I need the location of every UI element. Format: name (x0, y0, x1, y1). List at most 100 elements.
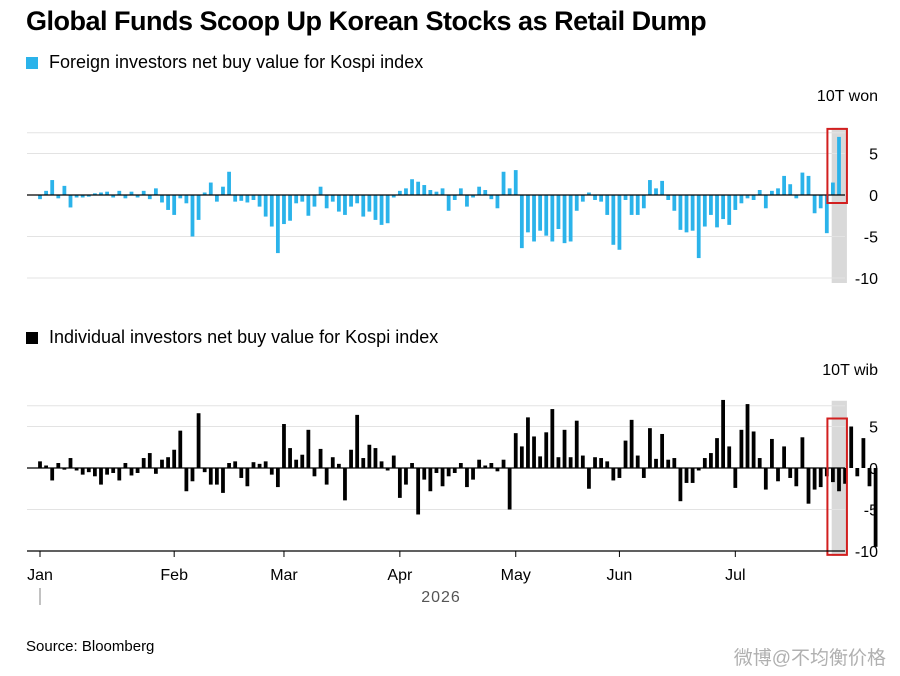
bar-individual (343, 468, 347, 501)
bar-foreign (397, 190, 402, 195)
bar-foreign (489, 195, 494, 200)
bar-individual (715, 438, 719, 468)
bar-foreign (495, 195, 500, 209)
bar-foreign (428, 190, 433, 195)
y-tick-label-individual: 0 (869, 461, 878, 478)
bar-foreign (568, 195, 573, 242)
bar-foreign (117, 190, 122, 195)
bar-individual (465, 468, 469, 488)
bar-foreign (641, 195, 646, 209)
bar-individual (580, 455, 585, 468)
bar-individual (44, 465, 48, 468)
bar-foreign (599, 195, 604, 202)
bar-foreign (611, 195, 616, 245)
bar-foreign (745, 195, 750, 199)
bar-foreign (507, 188, 512, 195)
x-tick-label: Apr (387, 567, 413, 584)
bar-foreign (361, 195, 366, 217)
bar-individual (172, 449, 177, 468)
bar-individual (117, 468, 122, 481)
bar-foreign (330, 195, 335, 202)
x-tick-label: May (501, 567, 531, 584)
bar-individual (587, 468, 591, 489)
bar-individual (745, 404, 750, 468)
bar-foreign (111, 195, 116, 198)
bar-foreign (684, 195, 689, 233)
bar-individual (214, 468, 219, 485)
bar-foreign (532, 195, 536, 242)
bar-foreign (544, 195, 549, 236)
bar-individual (617, 468, 622, 478)
bar-individual (196, 413, 201, 468)
bar-individual (373, 448, 378, 468)
bar-foreign (702, 195, 707, 227)
bar-foreign (178, 195, 183, 199)
bar-foreign (288, 195, 292, 221)
bar-individual (416, 468, 421, 515)
bar-foreign (385, 195, 390, 224)
bar-individual (672, 458, 677, 468)
bar-foreign (580, 195, 585, 202)
bar-individual (452, 468, 457, 473)
bar-foreign (824, 195, 829, 234)
bar-individual (861, 438, 866, 468)
chart-title: Global Funds Scoop Up Korean Stocks as R… (26, 6, 707, 36)
bar-foreign (666, 195, 671, 200)
bar-foreign (239, 195, 244, 201)
bar-foreign (709, 195, 713, 215)
bar-individual (550, 409, 555, 468)
bar-individual (74, 468, 79, 471)
bar-foreign (678, 195, 683, 230)
bar-individual (129, 468, 134, 476)
bar-individual (611, 468, 616, 481)
bar-foreign (751, 195, 756, 200)
bar-individual (721, 399, 726, 468)
bar-foreign (776, 188, 780, 195)
bar-individual (605, 461, 610, 468)
bar-individual (288, 448, 292, 468)
highlight-band-foreign (831, 127, 847, 283)
bar-foreign (294, 195, 299, 204)
bar-individual (160, 459, 164, 468)
bar-individual (477, 459, 482, 468)
bar-individual (599, 458, 604, 468)
bar-foreign (141, 190, 146, 195)
bar-individual (831, 468, 835, 483)
x-tick-label: Jan (27, 567, 53, 584)
bar-foreign (465, 195, 469, 207)
bar-foreign (50, 180, 55, 195)
highlight-box-foreign (826, 127, 848, 204)
bar-individual (733, 468, 738, 488)
y-tick-label-individual: 5 (869, 420, 878, 437)
bar-foreign (446, 195, 451, 211)
bar-foreign (56, 195, 61, 199)
bar-individual (135, 468, 140, 473)
bar-foreign (648, 180, 652, 195)
bar-foreign (202, 192, 207, 195)
bar-individual (526, 417, 530, 468)
bar-foreign (629, 195, 634, 215)
bar-foreign (733, 195, 738, 210)
bar-individual (818, 468, 823, 488)
bar-foreign (312, 195, 317, 207)
bar-foreign (74, 195, 79, 198)
bar-individual (763, 468, 768, 490)
bar-individual (263, 461, 268, 468)
bar-foreign (324, 195, 329, 209)
bar-foreign (471, 195, 475, 198)
bar-individual (849, 426, 854, 468)
bar-individual (184, 468, 189, 492)
bar-foreign (788, 184, 793, 195)
bar-foreign (221, 186, 225, 195)
bar-individual (519, 446, 524, 468)
bar-individual (562, 429, 567, 468)
bar-foreign (404, 188, 408, 195)
bar-foreign (690, 195, 695, 231)
bar-foreign (538, 195, 543, 231)
bar-individual (867, 468, 872, 487)
bar-foreign (123, 195, 128, 199)
bar-individual (251, 462, 256, 468)
bar-individual (227, 463, 231, 468)
bar-foreign (562, 195, 567, 244)
